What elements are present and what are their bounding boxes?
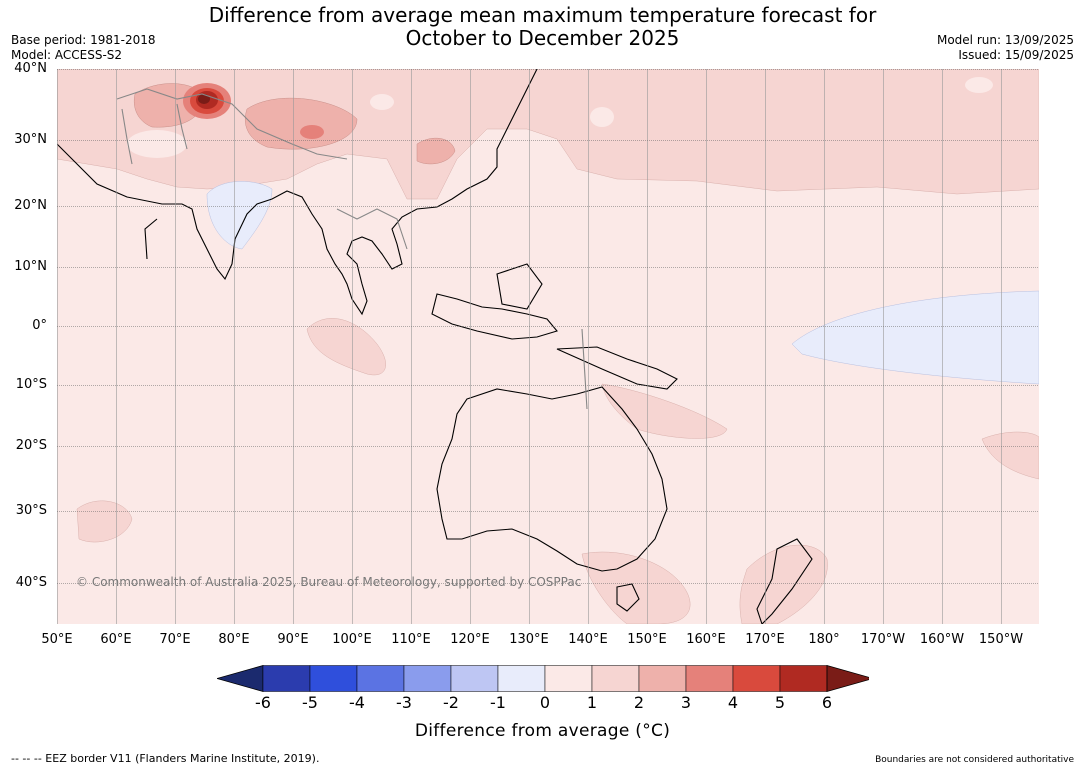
colorbar-tick-label: -6 [255, 693, 271, 712]
longitude-gridlines [57, 69, 1002, 624]
eez-border-note: -- -- -- EEZ border V11 (Flanders Marine… [11, 752, 320, 765]
colorbar-segment [450, 665, 499, 692]
lat-label: 10°N [14, 259, 47, 274]
chart-title: Difference from average mean maximum tem… [0, 4, 1085, 50]
colorbar-tick-label: -4 [349, 693, 365, 712]
lon-label: 170°E [745, 632, 785, 647]
lon-label: 60°E [100, 632, 132, 647]
colorbar-segment [685, 665, 734, 692]
lon-label: 120°E [450, 632, 490, 647]
lon-label: 50°E [41, 632, 73, 647]
colorbar-tick-label: 3 [680, 693, 692, 712]
lon-label: 170°W [860, 632, 906, 647]
colorbar-segment [638, 665, 687, 692]
lat-label: 0° [32, 318, 47, 333]
colorbar-segment [356, 665, 405, 692]
lon-label: 150°E [627, 632, 667, 647]
lon-label: 160°W [919, 632, 965, 647]
lat-label: 40°N [14, 61, 47, 76]
lon-label: 140°E [568, 632, 608, 647]
title-line-1: Difference from average mean maximum tem… [208, 3, 877, 27]
lon-label: 160°E [686, 632, 726, 647]
colorbar-tick-label: -5 [302, 693, 318, 712]
lon-label: 70°E [159, 632, 191, 647]
colorbar-segment [732, 665, 781, 692]
lon-label: 80°E [218, 632, 250, 647]
lon-label: 100°E [332, 632, 372, 647]
latitude-gridlines [57, 69, 1039, 584]
lat-label: 30°N [14, 132, 47, 147]
lon-label: 90°E [277, 632, 309, 647]
lat-label: 10°S [15, 377, 47, 392]
colorbar-tick-label: 4 [727, 693, 739, 712]
colorbar-segment [262, 665, 311, 692]
model-text: Model: ACCESS-S2 [11, 48, 123, 62]
colorbar-tick-label: 1 [586, 693, 598, 712]
lat-label: 40°S [15, 575, 47, 590]
colorbar-tick-label: -2 [443, 693, 459, 712]
colorbar-segment [403, 665, 452, 692]
lon-label: 110°E [391, 632, 431, 647]
colorbar-segment [544, 665, 593, 692]
lat-label: 20°S [15, 438, 47, 453]
copyright-text: © Commonwealth of Australia 2025, Bureau… [76, 575, 582, 589]
colorbar-segment [309, 665, 358, 692]
colorbar-label: Difference from average (°C) [414, 721, 671, 741]
map-svg [57, 69, 1039, 624]
colorbar-extend-low [217, 665, 264, 693]
lon-label: 150°W [978, 632, 1024, 647]
colorbar [217, 665, 869, 693]
forecast-map [57, 69, 1039, 624]
colorbar-segment [779, 665, 828, 692]
colorbar-tick-label: 2 [633, 693, 645, 712]
colorbar-tick-label: 0 [539, 693, 551, 712]
base-period-text: Base period: 1981-2018 [11, 33, 156, 47]
colorbar-tick-label: 5 [774, 693, 786, 712]
meta-right: Model run: 13/09/2025 Issued: 15/09/2025 [937, 33, 1074, 63]
lat-label: 30°S [15, 503, 47, 518]
lon-label: 130°E [509, 632, 549, 647]
colorbar-segment [497, 665, 546, 692]
boundaries-disclaimer: Boundaries are not considered authoritat… [875, 755, 1074, 765]
colorbar-tick-label: 6 [821, 693, 833, 712]
meta-left: Base period: 1981-2018 Model: ACCESS-S2 [11, 33, 156, 63]
lon-label: 180° [808, 632, 840, 647]
country-borders [116, 88, 588, 410]
lat-label: 20°N [14, 198, 47, 213]
colorbar-extend-high [826, 665, 869, 693]
coastlines [57, 69, 813, 624]
model-run-text: Model run: 13/09/2025 [936, 33, 1074, 47]
issued-text: Issued: 15/09/2025 [958, 48, 1074, 62]
colorbar-tick-label: -1 [490, 693, 506, 712]
title-line-2: October to December 2025 [405, 26, 680, 50]
colorbar-tick-label: -3 [396, 693, 412, 712]
colorbar-segment [591, 665, 640, 692]
